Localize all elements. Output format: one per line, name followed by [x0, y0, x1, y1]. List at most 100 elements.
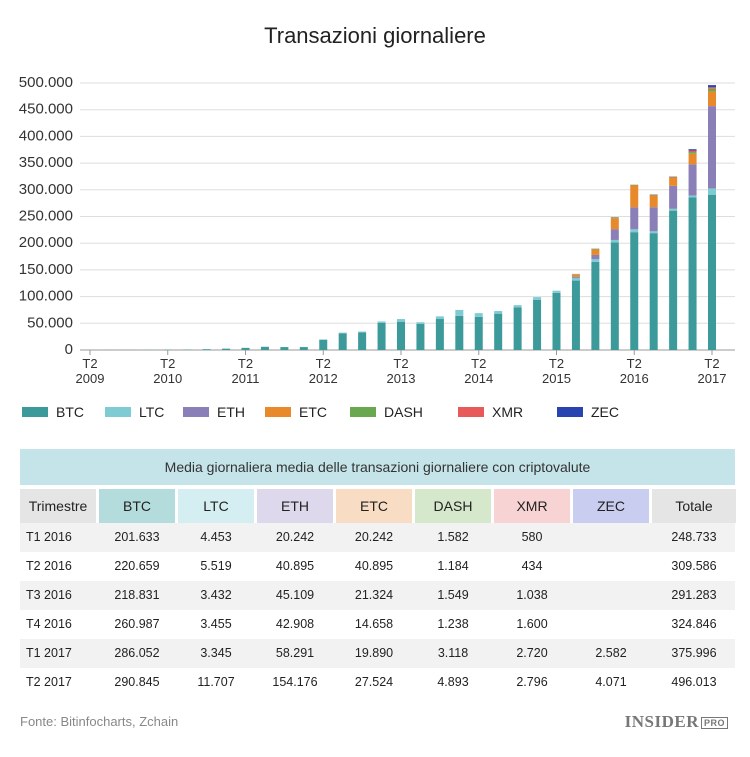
column-header: Trimestre	[20, 489, 96, 523]
bar-segment	[610, 239, 619, 243]
column-header: XMR	[494, 489, 570, 523]
x-tick-label: T2 2015	[542, 356, 571, 386]
chart: Transazioni giornaliere 0 50.000 100.000 15…	[19, 23, 735, 358]
x-tick-label: T2 2017	[697, 356, 727, 386]
y-tick-label: 150.000	[19, 261, 73, 278]
table-cell: 434	[521, 559, 543, 573]
table-cell: 220.659	[114, 559, 160, 573]
bar-segment	[494, 313, 503, 350]
table-cell: 42.908	[275, 617, 315, 631]
bar-segment	[688, 195, 697, 198]
table-cell: 1.549	[437, 588, 469, 602]
column-header: ETH	[257, 489, 333, 523]
table-cell: 4.893	[437, 675, 469, 689]
bar-segment	[533, 297, 542, 300]
table-cell: 290.845	[114, 675, 160, 689]
bar-segment	[552, 292, 561, 350]
x-tick-label: T2 2016	[619, 356, 649, 386]
bar-segment	[630, 229, 639, 233]
bar-segment	[571, 280, 580, 350]
logo-text: INSIDER	[624, 712, 699, 731]
table-cell: 45.109	[275, 588, 315, 602]
bar-segment	[669, 208, 678, 211]
table-cell: 1.582	[437, 530, 469, 544]
table-cell: 4.071	[595, 675, 627, 689]
x-tick-label: T2 2011	[231, 356, 260, 386]
table-row: T4 2016 260.987 3.455 42.908 14.658 1.238 1.60…	[20, 610, 735, 639]
x-tick-label: T2 2013	[386, 356, 416, 386]
y-tick-label: 100.000	[19, 288, 73, 305]
table-cell: 1.600	[516, 617, 548, 631]
table-cell: 40.895	[275, 559, 315, 573]
column-header: DASH	[415, 489, 491, 523]
table-cell: T2 2017	[26, 675, 72, 689]
table-cell: 3.345	[200, 646, 232, 660]
bar-segment	[338, 333, 347, 350]
legend-label: ETC	[299, 404, 327, 420]
bar-segment	[708, 106, 716, 189]
legend-label: LTC	[139, 404, 165, 420]
table-cell: 260.987	[114, 617, 160, 631]
bar-segment	[649, 194, 658, 196]
y-tick-label: 0	[65, 341, 73, 358]
table-cell: 1.038	[516, 588, 548, 602]
y-tick-label: 400.000	[19, 127, 73, 144]
bar-segment	[669, 185, 678, 209]
legend-item: BTC	[22, 404, 84, 420]
bar-segment	[358, 332, 367, 350]
table-cell: 375.996	[671, 646, 717, 660]
bar-segment	[377, 322, 386, 350]
bar-segment	[610, 242, 619, 350]
bar-segment	[435, 319, 444, 350]
legend-item: LTC	[105, 404, 164, 420]
bar-segment	[591, 259, 600, 262]
table-cell: 19.890	[354, 646, 394, 660]
table-cell: T1 2017	[26, 646, 72, 660]
table-cell	[573, 552, 649, 581]
legend-item: XMR	[458, 404, 523, 420]
bar-segment	[474, 316, 483, 350]
table-cell: 5.519	[200, 559, 232, 573]
bar-segment	[610, 229, 619, 240]
table-cell: 201.633	[114, 530, 160, 544]
bar-segment	[571, 274, 580, 275]
bar-segment	[222, 348, 231, 350]
bar-segment	[260, 346, 269, 350]
table-cell: 286.052	[114, 646, 160, 660]
table-cell: 324.846	[671, 617, 717, 631]
table-cell: 3.118	[437, 646, 469, 660]
bar-segment	[494, 311, 503, 314]
column-header: ETC	[336, 489, 412, 523]
bar-segment	[299, 347, 308, 350]
bar-segment	[649, 195, 658, 196]
bar-segment	[591, 254, 600, 260]
bar-segment	[416, 322, 425, 324]
table-cell: 2.720	[516, 646, 548, 660]
bar-segment	[533, 299, 542, 350]
bar-segment	[688, 150, 697, 153]
bar-segment	[688, 164, 697, 196]
bar-segment	[708, 88, 716, 92]
bar-segment	[455, 315, 464, 350]
bar-segment	[708, 188, 716, 195]
bar-segment	[610, 218, 619, 230]
bar-segment	[571, 274, 580, 277]
bar-segment	[202, 349, 211, 350]
table-cell: 309.586	[671, 559, 717, 573]
table-cell: 291.283	[671, 588, 717, 602]
y-tick-label: 500.000	[19, 74, 73, 91]
bar-segment	[708, 87, 716, 89]
legend-swatch	[265, 407, 291, 417]
y-tick-label: 50.000	[27, 314, 73, 331]
x-tick-label: T2 2010	[153, 356, 183, 386]
legend-swatch	[183, 407, 209, 417]
bar-segment	[416, 323, 425, 350]
bar-segment	[630, 184, 639, 186]
table-cell: 218.831	[114, 588, 160, 602]
bar-segment	[669, 178, 678, 186]
y-tick-label: 250.000	[19, 207, 73, 224]
table-cell: 154.176	[272, 675, 318, 689]
bar-segment	[688, 152, 697, 154]
table-cell: 11.707	[197, 675, 235, 689]
bar-segment	[591, 249, 600, 255]
